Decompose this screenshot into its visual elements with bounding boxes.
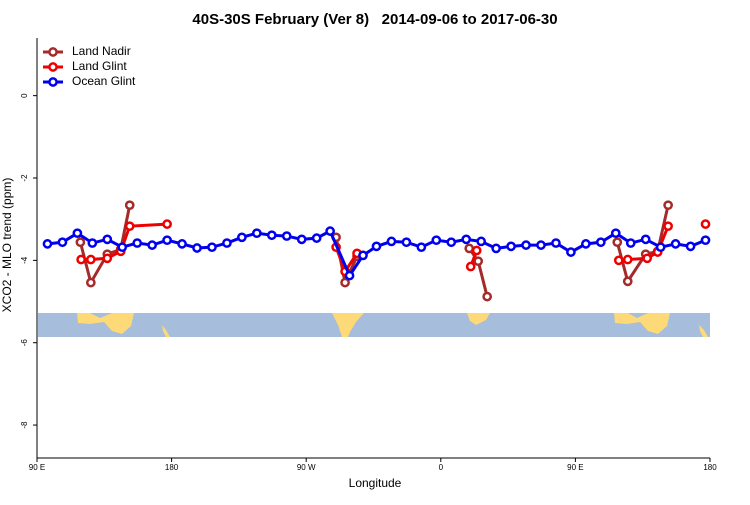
point — [177, 239, 187, 249]
point — [685, 241, 696, 252]
point — [536, 240, 546, 250]
point — [473, 256, 484, 267]
y-tick-label: -6 — [20, 339, 29, 347]
x-tick-label: 180 — [165, 463, 179, 472]
point — [207, 242, 217, 253]
point — [87, 238, 98, 248]
point — [75, 237, 86, 248]
point — [57, 237, 68, 248]
point — [655, 242, 666, 253]
point — [132, 238, 143, 248]
point — [476, 236, 487, 247]
point — [464, 243, 475, 254]
point — [340, 277, 350, 288]
point — [266, 230, 277, 241]
legend-label: Ocean Glint — [72, 74, 136, 88]
point — [325, 226, 335, 236]
point — [491, 243, 501, 254]
point — [465, 261, 476, 272]
y-tick-label: -4 — [20, 256, 29, 264]
x-tick-label: 90 W — [297, 463, 316, 472]
point — [251, 228, 262, 239]
point — [192, 243, 202, 253]
point — [416, 242, 427, 253]
legend-marker — [48, 62, 58, 72]
point — [147, 240, 158, 250]
point — [471, 245, 482, 256]
point — [446, 237, 457, 248]
point — [700, 219, 711, 229]
point — [581, 239, 591, 249]
point — [622, 254, 633, 265]
y-tick-label: 0 — [20, 93, 29, 98]
series-line — [78, 204, 670, 297]
legend-marker — [48, 47, 58, 57]
point — [124, 221, 135, 232]
point — [625, 238, 636, 248]
series — [42, 226, 711, 281]
point — [595, 237, 606, 248]
point — [237, 232, 247, 243]
point — [506, 241, 516, 252]
point — [162, 219, 172, 229]
point — [117, 242, 128, 253]
point — [311, 233, 322, 243]
point — [296, 234, 307, 245]
point — [521, 240, 531, 250]
point — [642, 253, 653, 264]
legend-label: Land Nadir — [72, 44, 131, 58]
point — [371, 241, 382, 252]
map-strip — [38, 313, 710, 337]
point — [401, 237, 412, 248]
point — [124, 200, 135, 211]
point — [610, 228, 621, 239]
x-tick-label: 90 E — [567, 463, 583, 472]
point — [72, 228, 83, 239]
chart-title: 40S-30S February (Ver 8) 2014-09-06 to 2… — [192, 11, 557, 28]
point — [85, 277, 96, 288]
x-tick-label: 90 E — [29, 463, 45, 472]
point — [102, 234, 113, 245]
point — [431, 235, 442, 246]
point — [612, 237, 623, 248]
point — [566, 247, 576, 257]
series — [75, 200, 673, 302]
point — [670, 239, 681, 249]
point — [222, 238, 232, 248]
x-axis-label: Longitude — [349, 476, 402, 490]
y-tick-label: -8 — [20, 421, 29, 429]
point — [663, 221, 673, 232]
x-tick-label: 0 — [439, 463, 444, 472]
y-axis-label: XCO2 - MLO trend (ppm) — [0, 178, 14, 313]
point — [663, 200, 673, 211]
point — [358, 250, 368, 261]
point — [482, 291, 493, 302]
legend-marker — [48, 77, 58, 87]
point — [613, 255, 624, 266]
point — [551, 238, 561, 248]
point — [344, 270, 355, 281]
point — [85, 254, 96, 265]
point — [281, 231, 292, 241]
point — [640, 234, 651, 245]
point — [162, 235, 172, 246]
series-line — [47, 229, 707, 279]
point — [386, 236, 397, 247]
point — [102, 253, 113, 264]
point — [622, 276, 633, 287]
y-tick-label: -2 — [20, 174, 29, 182]
x-tick-label: 180 — [703, 463, 717, 472]
point — [42, 239, 53, 249]
point — [700, 235, 711, 246]
point — [461, 234, 472, 245]
legend-label: Land Glint — [72, 59, 127, 73]
point — [76, 254, 86, 265]
